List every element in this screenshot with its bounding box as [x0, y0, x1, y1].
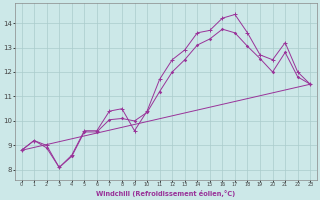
X-axis label: Windchill (Refroidissement éolien,°C): Windchill (Refroidissement éolien,°C) [96, 190, 236, 197]
